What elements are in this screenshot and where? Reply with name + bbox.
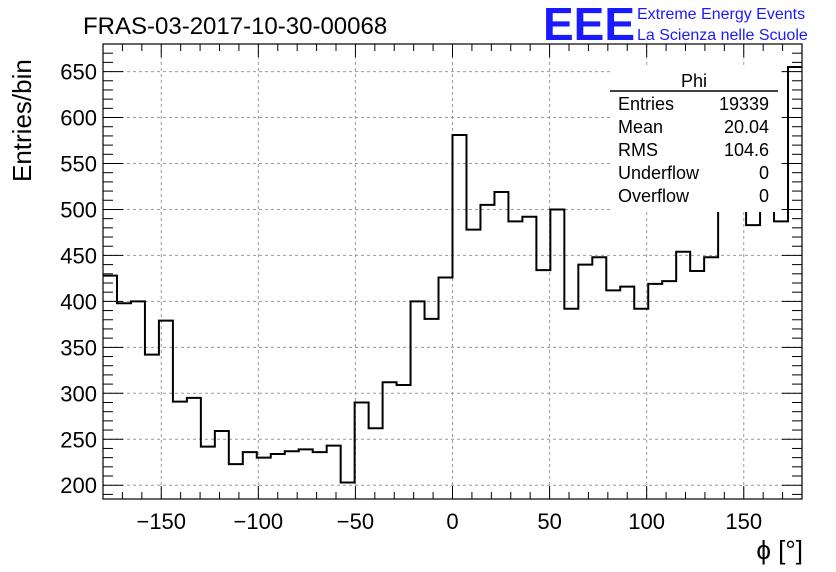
- x-tick-label: 0: [446, 509, 458, 534]
- x-tick-label: −50: [337, 509, 374, 534]
- stats-row-value: 20.04: [724, 117, 769, 137]
- stats-row-value: 0: [759, 186, 769, 206]
- stats-row-label: Entries: [618, 94, 674, 114]
- stats-row-label: Mean: [618, 117, 663, 137]
- y-tick-label: 200: [60, 473, 97, 498]
- stats-box: Phi Entries 19339 Mean 20.04 RMS 104.6 Underfl…: [610, 67, 778, 212]
- x-tick-label: 150: [725, 509, 762, 534]
- chart-title: FRAS-03-2017-10-30-00068: [83, 13, 387, 40]
- stats-row-label: Underflow: [618, 163, 700, 183]
- y-axis-title: Entries/bin: [7, 59, 37, 182]
- y-tick-label: 650: [60, 60, 97, 85]
- logo-mark: EEE: [543, 0, 635, 50]
- y-tick-label: 250: [60, 427, 97, 452]
- y-tick-label: 550: [60, 151, 97, 176]
- logo-line-2: La Scienza nelle Scuole: [637, 27, 808, 44]
- y-tick-label: 400: [60, 289, 97, 314]
- stats-rows: Entries 19339 Mean 20.04 RMS 104.6 Underflow 0 O…: [618, 94, 769, 206]
- axis-ticks: [103, 44, 802, 499]
- y-tick-label: 500: [60, 197, 97, 222]
- x-tick-label: 100: [628, 509, 665, 534]
- stats-row-label: RMS: [618, 140, 658, 160]
- eee-logo: EEE Extreme Energy Events La Scienza nel…: [543, 0, 808, 50]
- tick-labels: −150 −100 −50 0 50 100 150 200 250 300 350 400 450 50…: [60, 60, 762, 534]
- y-tick-label: 350: [60, 335, 97, 360]
- x-axis-title: ϕ [°]: [756, 535, 803, 565]
- stats-row-value: 19339: [719, 94, 769, 114]
- stats-row-label: Overflow: [618, 186, 690, 206]
- stats-box-title: Phi: [681, 71, 707, 91]
- x-tick-label: 50: [537, 509, 561, 534]
- logo-line-1: Extreme Energy Events: [637, 6, 805, 23]
- y-tick-label: 450: [60, 243, 97, 268]
- y-tick-label: 600: [60, 106, 97, 131]
- stats-row-value: 0: [759, 163, 769, 183]
- x-tick-label: −100: [234, 509, 284, 534]
- x-tick-label: −150: [136, 509, 186, 534]
- y-tick-label: 300: [60, 381, 97, 406]
- histogram-line: [103, 65, 802, 484]
- stats-row-value: 104.6: [724, 140, 769, 160]
